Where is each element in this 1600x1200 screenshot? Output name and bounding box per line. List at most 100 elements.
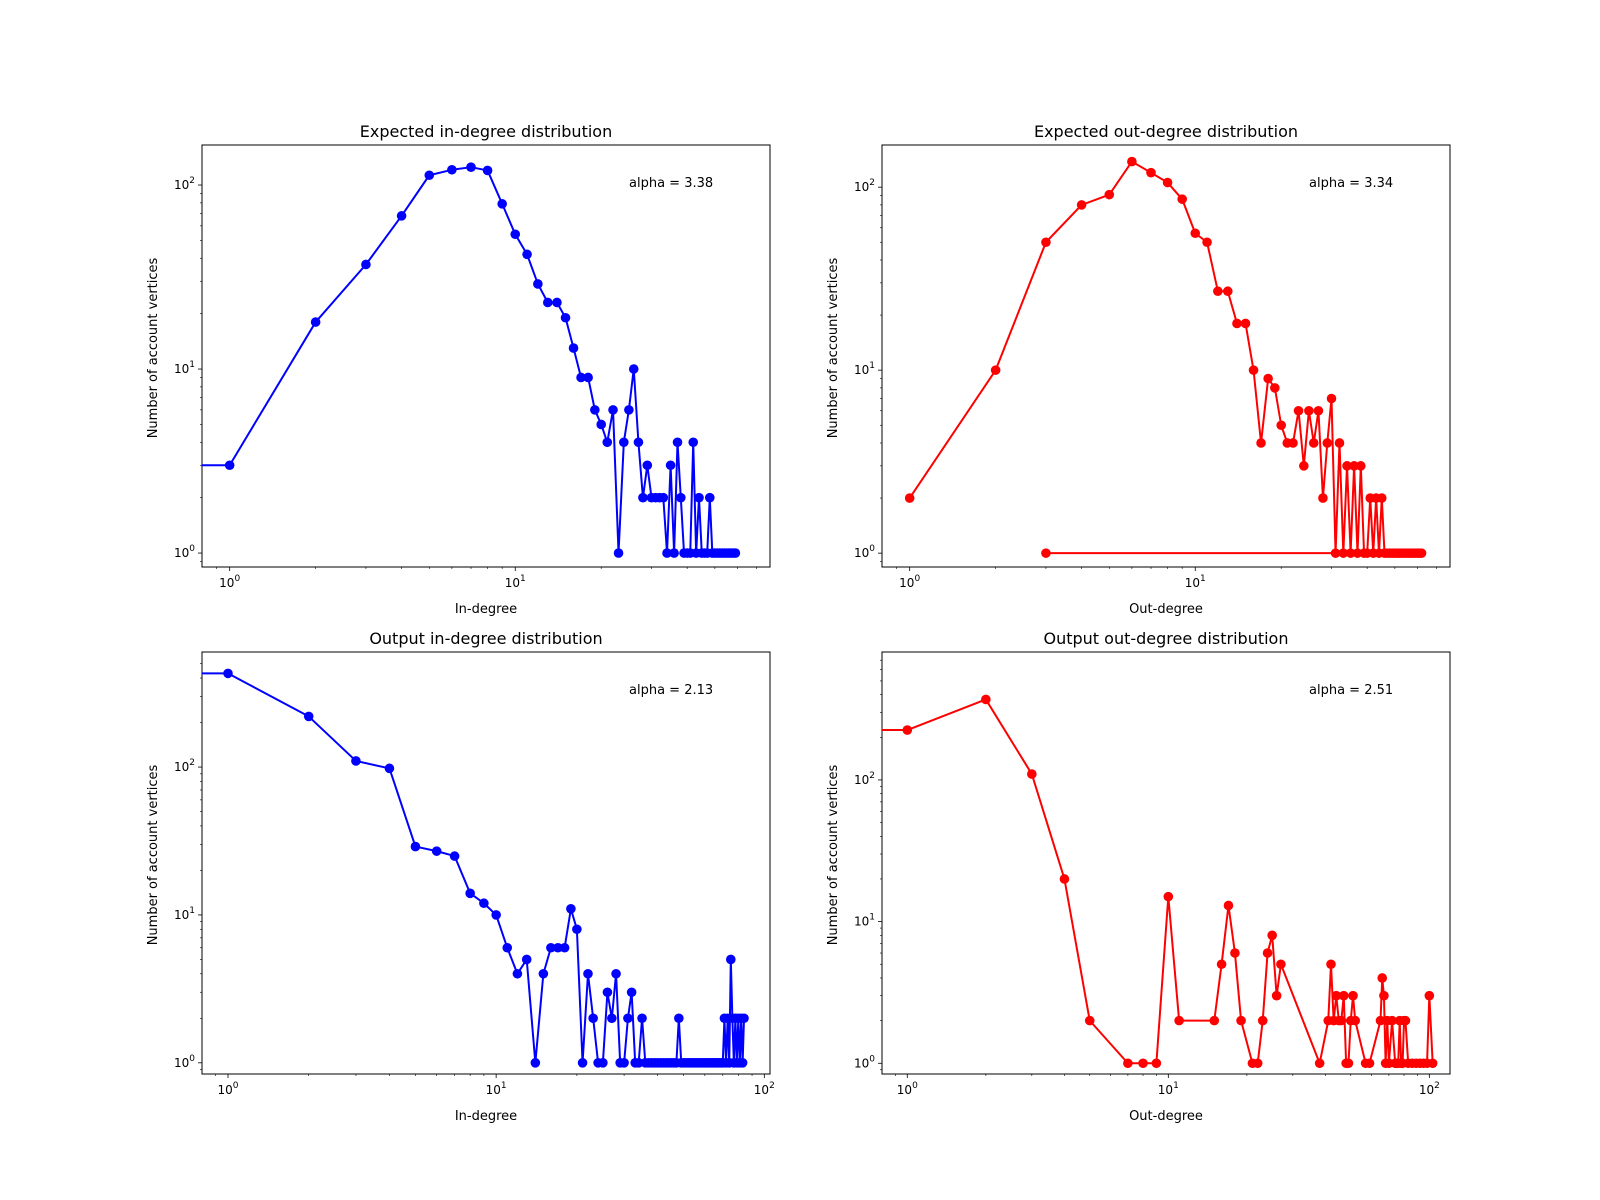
data-point [361, 259, 371, 270]
data-point [1427, 1058, 1438, 1069]
data-point [1151, 1058, 1162, 1069]
plot-area [882, 694, 1438, 1069]
data-point [1230, 948, 1240, 958]
axes-frame [201, 651, 771, 1075]
data-point [1348, 990, 1358, 1001]
minor-ticks [880, 659, 1418, 1076]
data-point [665, 460, 676, 471]
data-point [1338, 990, 1349, 1001]
data-point [497, 199, 507, 209]
chart-title: Expected in-degree distribution [360, 122, 612, 141]
data-point [512, 968, 523, 979]
data-point [1123, 1058, 1133, 1069]
data-point [981, 694, 991, 705]
data-point [1364, 1058, 1375, 1069]
y-axis-label: Number of account vertices [826, 764, 841, 945]
data-point [396, 211, 407, 221]
data-point [1138, 1058, 1148, 1069]
data-point [465, 888, 475, 899]
axes-frame [881, 144, 1451, 568]
alpha-annotation: alpha = 3.38 [629, 176, 713, 191]
data-point [1314, 1058, 1325, 1069]
data-point [608, 405, 618, 415]
data-point [351, 756, 361, 766]
data-point [510, 229, 521, 240]
data-point [1330, 548, 1341, 558]
data-point [688, 437, 699, 448]
data-point [1276, 420, 1287, 431]
expected-out-degree-panel: Expected out-degree distribution Out-deg… [826, 122, 1451, 617]
data-point [1256, 438, 1266, 448]
minor-ticks [200, 193, 757, 569]
data-point [1216, 959, 1227, 970]
data-point [619, 437, 629, 448]
y-tick-label: 101 [854, 361, 875, 377]
data-point [1262, 948, 1273, 958]
data-point [1338, 548, 1349, 558]
y-axis-label: Number of account vertices [146, 764, 161, 945]
chart-title: Expected out-degree distribution [1034, 122, 1298, 141]
data-point [583, 372, 593, 383]
data-point [1304, 405, 1314, 416]
data-point [672, 437, 683, 448]
data-point [1146, 167, 1156, 178]
data-point [1041, 237, 1051, 248]
data-point [1288, 438, 1298, 448]
y-axis-label: Number of account vertices [826, 257, 841, 438]
x-tick-label: 100 [899, 574, 920, 590]
x-axis-label: In-degree [455, 1109, 517, 1124]
data-point [546, 942, 556, 953]
axes-frame [881, 651, 1451, 1075]
data-point [623, 1013, 633, 1024]
output-in-degree-panel: Output in-degree distribution In-degree … [146, 629, 775, 1124]
data-point [626, 987, 637, 998]
data-point [522, 249, 532, 260]
data-point [1313, 405, 1324, 416]
data-point [633, 1058, 644, 1068]
data-point [538, 968, 549, 979]
data-point [303, 711, 314, 722]
data-point [1318, 493, 1328, 503]
data-point [576, 372, 586, 383]
data-point [1240, 318, 1251, 329]
data-point [739, 1013, 749, 1024]
x-tick-label: 101 [505, 574, 526, 590]
y-tick-label: 100 [854, 544, 875, 560]
data-point [596, 419, 607, 430]
alpha-annotation: alpha = 2.13 [629, 683, 713, 698]
data-point [1263, 373, 1273, 384]
data-point [530, 1058, 541, 1068]
y-axis-label: Number of account vertices [146, 257, 161, 438]
data-point [1334, 438, 1345, 448]
x-tick-label: 100 [897, 1081, 918, 1097]
data-point [588, 1013, 598, 1024]
data-point [1163, 891, 1174, 902]
x-tick-label: 100 [219, 574, 240, 590]
data-point [1213, 286, 1223, 297]
data-point [1202, 237, 1212, 248]
data-point [1387, 1015, 1397, 1026]
data-point [224, 460, 235, 471]
data-point [704, 492, 715, 503]
x-axis-label: Out-degree [1129, 1109, 1203, 1124]
data-point [611, 968, 621, 979]
data-point [449, 851, 460, 861]
expected-in-degree-panel: Expected in-degree distribution In-degre… [146, 122, 771, 617]
output-out-degree-panel: Output out-degree distribution Out-degre… [826, 629, 1451, 1124]
y-tick-label: 102 [854, 771, 875, 787]
data-point [1424, 990, 1435, 1001]
data-point [479, 898, 489, 909]
data-point [602, 437, 613, 448]
data-point [1336, 1015, 1347, 1026]
x-axis-label: Out-degree [1129, 602, 1203, 617]
data-point [1400, 1015, 1411, 1026]
data-point [633, 437, 644, 448]
data-point [431, 846, 442, 856]
data-point [1416, 548, 1427, 558]
y-tick-label: 101 [854, 913, 875, 929]
plot-area [904, 156, 1427, 558]
data-point [990, 365, 1001, 375]
data-point [674, 1013, 684, 1024]
data-point [533, 279, 543, 289]
x-tick-label: 102 [1419, 1081, 1440, 1097]
